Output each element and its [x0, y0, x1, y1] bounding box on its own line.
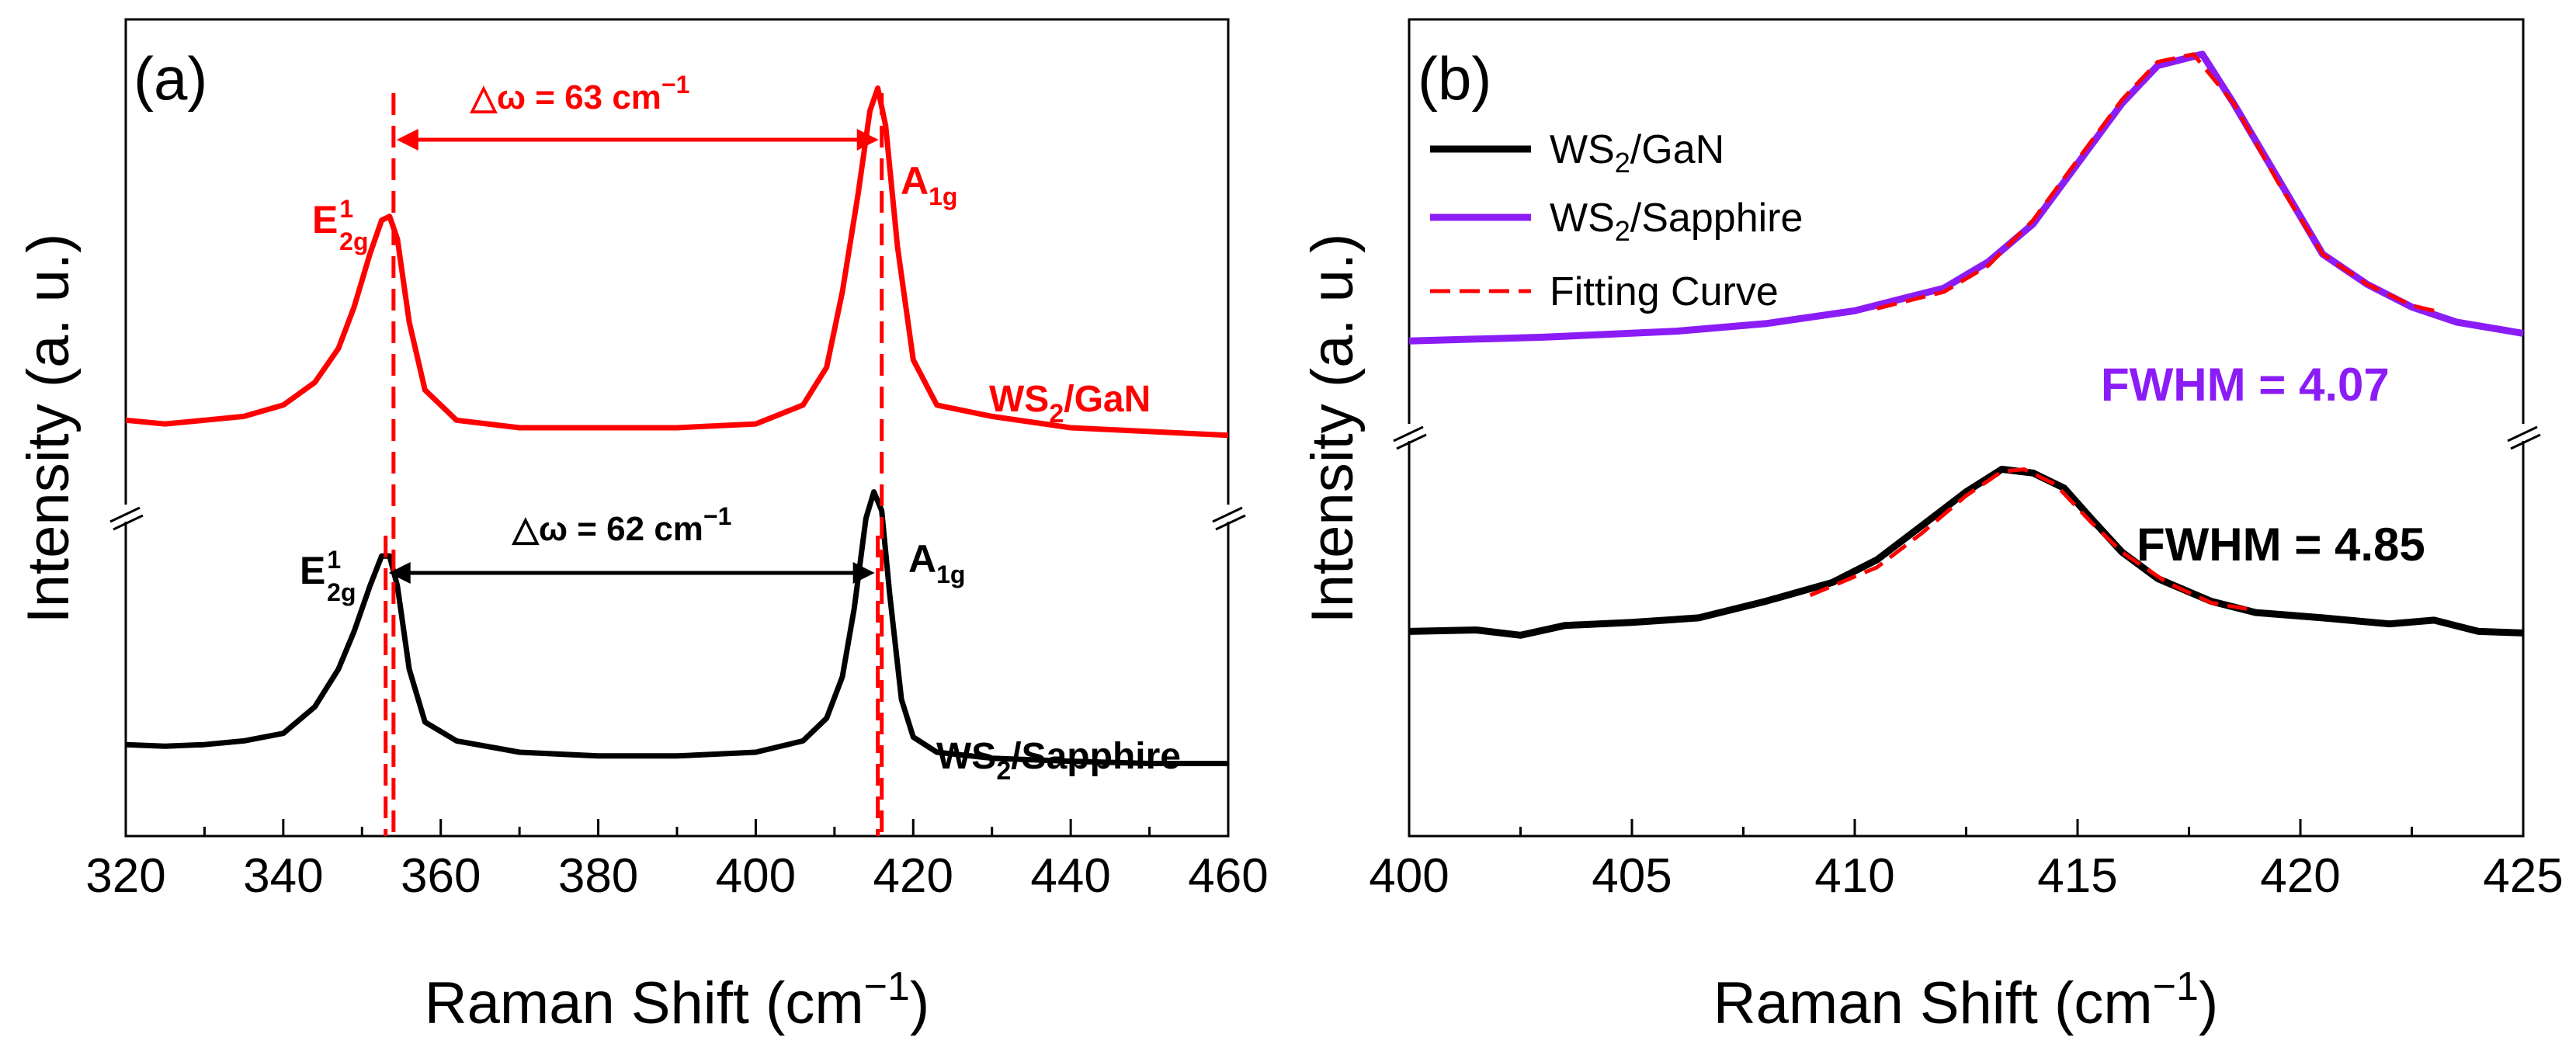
panel-a: 320 340 360 380 400 420 440 460 (a) △ω = 63 cm−… — [16, 18, 1269, 1036]
panel-b-y-axis-label: Intensity (a. u.) — [1300, 234, 1366, 624]
delta-arrow-gan — [396, 129, 879, 151]
series-line-a-ws2-gan — [125, 85, 1229, 439]
panel-b-axis-break-left — [1392, 424, 1428, 450]
panel-a-label: (a) — [134, 44, 207, 113]
fwhm-label-sapphire: FWHM = 4.07 — [2101, 359, 2390, 411]
fwhm-label-gan: FWHM = 4.85 — [2137, 519, 2425, 571]
series-label-a-ws2-sapphire: WS2/Sapphire — [936, 736, 1181, 786]
panel-b-label: (b) — [1418, 44, 1491, 113]
x-tick-label: 420 — [2260, 849, 2340, 903]
x-tick-label: 425 — [2483, 849, 2563, 903]
delta-label-gan: △ω = 63 cm−1 — [470, 71, 689, 116]
x-tick-label: 400 — [1369, 849, 1449, 903]
peak-label-gan-a1g: A1g — [901, 159, 957, 210]
panel-b-x-ticks — [1408, 819, 2525, 836]
panel-b-axis-break-right — [2506, 424, 2542, 450]
x-tick-label: 415 — [2037, 849, 2117, 903]
peak-label-sapphire-e2g: E1 2g — [300, 546, 356, 606]
x-tick-label: 360 — [401, 849, 481, 903]
panel-a-x-tick-labels: 320 340 360 380 400 420 440 460 — [85, 849, 1268, 903]
panel-a-x-axis-label: Raman Shift (cm−1) — [425, 964, 930, 1036]
x-tick-label: 410 — [1814, 849, 1894, 903]
x-tick-label: 400 — [716, 849, 796, 903]
x-tick-label: 320 — [85, 849, 165, 903]
x-tick-label: 420 — [873, 849, 953, 903]
peak-label-gan-e2g: E1 2g — [312, 195, 369, 255]
panel-b: 400 405 410 415 420 425 (b) WS2/GaN WS2/Sapph… — [1300, 18, 2564, 1036]
panel-b-x-tick-labels: 400 405 410 415 420 425 — [1369, 849, 2563, 903]
x-tick-label: 460 — [1188, 849, 1268, 903]
panel-a-axis-break-left — [109, 505, 144, 531]
panel-a-x-ticks — [124, 819, 1230, 836]
panel-a-y-axis-label: Intensity (a. u.) — [16, 234, 82, 624]
legend-label-ws2-sapphire: WS2/Sapphire — [1550, 196, 1803, 247]
legend: WS2/GaN WS2/Sapphire Fitting Curve — [1430, 127, 1803, 314]
fit-curve-gan — [1809, 467, 2248, 611]
panel-b-x-axis-label: Raman Shift (cm−1) — [1713, 964, 2219, 1036]
x-tick-label: 340 — [243, 849, 323, 903]
x-tick-label: 440 — [1030, 849, 1110, 903]
legend-label-fitting-curve: Fitting Curve — [1550, 269, 1779, 314]
delta-label-sapphire: △ω = 62 cm−1 — [512, 502, 731, 548]
delta-arrow-sapphire — [388, 562, 875, 584]
x-tick-label: 405 — [1592, 849, 1672, 903]
peak-label-sapphire-a1g: A1g — [908, 537, 965, 588]
x-tick-label: 380 — [558, 849, 638, 903]
legend-label-ws2-gan: WS2/GaN — [1550, 127, 1724, 179]
series-line-a-ws2-sapphire — [125, 489, 1228, 766]
panel-a-axis-break-right — [1211, 505, 1247, 531]
fit-curve-sapphire — [1876, 52, 2435, 313]
series-label-a-ws2-gan: WS2/GaN — [989, 379, 1151, 429]
